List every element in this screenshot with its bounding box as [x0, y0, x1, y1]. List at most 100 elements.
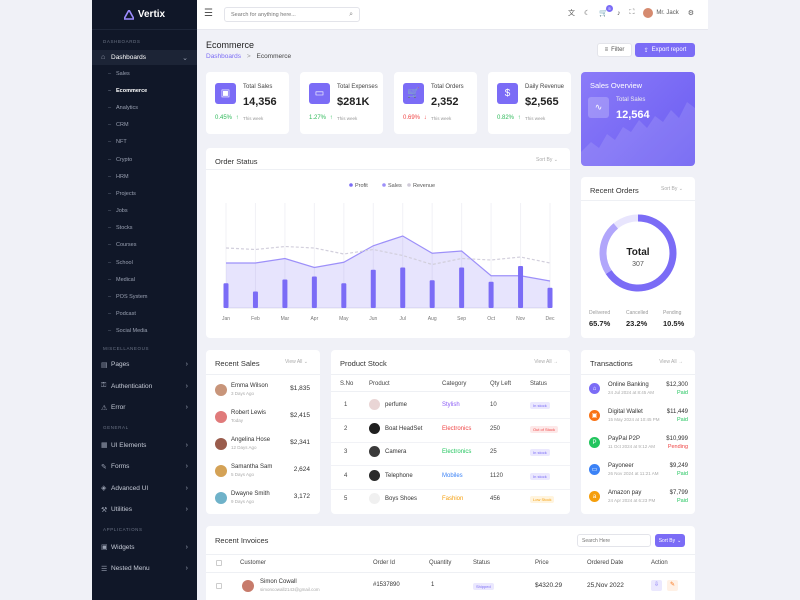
sidebar-item-medical[interactable]: – Medical — [92, 271, 197, 288]
view-all-link[interactable]: View All → — [534, 359, 558, 365]
transaction-row[interactable]: P PayPal P2P 11 Oct 2024 at 9:12 AM $10,999… — [589, 436, 688, 463]
sidebar-item-courses[interactable]: – Courses — [92, 237, 197, 254]
sidebar-item-sales[interactable]: – Sales — [92, 65, 197, 82]
table-row[interactable]: 3 Camera Electronics 25 In stock — [331, 443, 570, 466]
search-icon[interactable]: ⌕ — [349, 10, 353, 18]
select-all-checkbox[interactable] — [216, 560, 222, 566]
search-input[interactable] — [231, 11, 341, 18]
sidebar-item-label: Forms — [111, 463, 130, 471]
sidebar-item-pages[interactable]: ▤ Pages › — [92, 354, 197, 376]
qty-left: 25 — [490, 449, 497, 455]
sidebar-item-pos-system[interactable]: – POS System — [92, 288, 197, 305]
dash-icon: – — [108, 122, 112, 129]
export-report-button[interactable]: ⇪ Export report — [635, 43, 695, 57]
cart-icon[interactable]: 🛒 5 — [599, 5, 613, 17]
table-row[interactable]: Simon Cowall simoncowall2143@gmail.com #15… — [206, 576, 695, 600]
table-row[interactable]: 5 Boys Shoes Fashion 456 Low Stock — [331, 490, 570, 513]
breadcrumb: Dashboards > Ecommerce — [206, 53, 291, 60]
sidebar-item-label: CRM — [116, 122, 129, 129]
sidebar-item-utilities[interactable]: ⚒ Utilities › — [92, 499, 197, 521]
dark-mode-icon[interactable]: ☾ — [583, 10, 591, 17]
view-all-link[interactable]: View All ⌄ — [284, 359, 308, 365]
arrow-down-icon: ↓ — [422, 115, 427, 121]
invoices-search-input[interactable] — [582, 537, 642, 544]
language-icon[interactable]: 文 — [567, 10, 575, 17]
stat-change-value: 0.69% — [403, 115, 421, 121]
transaction-row[interactable]: ▣ Digital Wallet 15 May 2024 at 10:45 PM $1… — [589, 409, 688, 436]
menu-toggle-icon[interactable]: ☰ — [204, 8, 213, 19]
sidebar-item-error[interactable]: ⚠ Error › — [92, 397, 197, 419]
order-status-chart: Profit Sales Revenue Jan Feb Mar Apr May Jun Jul A… — [222, 183, 555, 322]
column-header: Product — [369, 381, 390, 387]
sidebar-item-label: Social Media — [116, 328, 148, 335]
gear-icon[interactable]: ⚙ — [687, 10, 694, 17]
recent-orders-sort[interactable]: Sort By ⌄ — [661, 186, 683, 192]
qty-left: 10 — [490, 402, 497, 408]
download-icon[interactable]: ⇩ — [651, 580, 662, 591]
view-all-link[interactable]: View All → — [659, 359, 683, 365]
sidebar-item-ui-elements[interactable]: ▦ UI Elements › — [92, 435, 197, 457]
brand[interactable]: Vertix — [92, 0, 197, 30]
sidebar-item-projects[interactable]: – Projects — [92, 185, 197, 202]
transaction-status: Paid — [676, 390, 688, 396]
sidebar-item-analytics[interactable]: – Analytics — [92, 99, 197, 116]
filter-button[interactable]: ≡ Filter — [597, 43, 632, 57]
breadcrumb-root[interactable]: Dashboards — [206, 53, 242, 60]
sidebar-item-hrm[interactable]: – HRM — [92, 168, 197, 185]
serial-number: 1 — [344, 402, 348, 408]
sidebar-item-authentication[interactable]: ⚿ Authentication › — [92, 376, 197, 398]
sidebar-item-nft[interactable]: – NFT — [92, 134, 197, 151]
list-item[interactable]: Emma Wilson 3 Days Ago $1,835 — [215, 382, 310, 408]
sidebar-item-widgets[interactable]: ▣ Widgets › — [92, 537, 197, 559]
sidebar-item-nested-menu[interactable]: ☰ Nested Menu › — [92, 558, 197, 580]
list-item[interactable]: Angelina Hose 12 Days Ago $2,341 — [215, 436, 310, 462]
sidebar-item-dashboards[interactable]: ⌂ Dashboards ⌄ — [92, 50, 197, 65]
customer-name: Angelina Hose — [231, 437, 271, 443]
transaction-row[interactable]: ▭ Payoneer 26 Nov 2024 at 11:21 AM $9,249 Pa… — [589, 463, 688, 490]
sidebar-item-social-media[interactable]: – Social Media — [92, 323, 197, 340]
column-header: Order Id — [373, 560, 396, 566]
sidebar-item-crm[interactable]: – CRM — [92, 117, 197, 134]
stat-change: 1.27% ↑ — [309, 115, 333, 121]
user-menu[interactable]: Mr. Jack — [643, 8, 679, 18]
invoices-search[interactable] — [577, 534, 651, 547]
serial-number: 3 — [344, 449, 348, 455]
recent-sales-title: Recent Sales — [215, 359, 260, 368]
list-item[interactable]: Robert Lewis Today $2,415 — [215, 409, 310, 435]
filter-icon: ≡ — [604, 47, 609, 53]
export-button-label: Export report — [651, 47, 687, 53]
notification-icon[interactable]: ♪ — [616, 9, 621, 17]
profit-bar-jan — [223, 283, 229, 308]
dash-icon: – — [108, 70, 112, 77]
sidebar-item-school[interactable]: – School — [92, 254, 197, 271]
topbar: ☰ ⌕ 文 ☾ 🛒5 ♪ ⛶ Mr. Jack ⚙ — [197, 0, 708, 30]
fullscreen-icon[interactable]: ⛶ — [629, 9, 635, 16]
sidebar-item-stocks[interactable]: – Stocks — [92, 220, 197, 237]
sidebar-item-podcast[interactable]: – Podcast — [92, 306, 197, 323]
stat-note: This week — [525, 116, 546, 121]
status-badge: In stock — [530, 402, 550, 409]
chevron-right-icon: › — [185, 565, 188, 573]
order-status-sort[interactable]: Sort By ⌄ — [536, 157, 558, 163]
table-row[interactable]: 1 perfume Stylish 10 In stock — [331, 396, 570, 419]
edit-icon[interactable]: ✎ — [667, 580, 678, 591]
sidebar-item-jobs[interactable]: – Jobs — [92, 203, 197, 220]
list-item[interactable]: Dwayne Smith 9 Days Ago 3,172 — [215, 490, 310, 516]
table-row[interactable]: 4 Telephone Mobiles 1120 In stock — [331, 467, 570, 490]
sidebar-item-crypto[interactable]: – Crypto — [92, 151, 197, 168]
sidebar-item-advanced-ui[interactable]: ◈ Advanced UI › — [92, 478, 197, 500]
row-checkbox[interactable] — [216, 583, 222, 589]
transaction-row[interactable]: ⌂ Online Banking 24 Jul 2024 at 8:45 AM $12… — [589, 382, 688, 409]
transaction-row[interactable]: a Amazon pay 24 Apr 2024 at 6:23 PM $7,799 P… — [589, 490, 688, 517]
search-box[interactable]: ⌕ — [224, 7, 360, 22]
invoices-sort-button[interactable]: Sort By ⌄ — [655, 534, 685, 547]
sort-label: Sort By — [661, 186, 678, 192]
paypal-p2p-icon: P — [589, 437, 600, 448]
sidebar-item-forms[interactable]: ✎ Forms › — [92, 456, 197, 478]
status-badge: In stock — [530, 472, 550, 480]
chevron-right-icon: › — [185, 441, 188, 449]
table-row[interactable]: 2 Boat HeadSet Electronics 250 Out of Stock — [331, 420, 570, 443]
list-item[interactable]: Samantha Sam 5 Days Ago 2,624 — [215, 463, 310, 489]
sidebar-item-ecommerce[interactable]: – Ecommerce — [92, 82, 197, 99]
stat-card-total-expenses: ▭ Total Expenses $281K 1.27% ↑ This week — [300, 72, 383, 134]
